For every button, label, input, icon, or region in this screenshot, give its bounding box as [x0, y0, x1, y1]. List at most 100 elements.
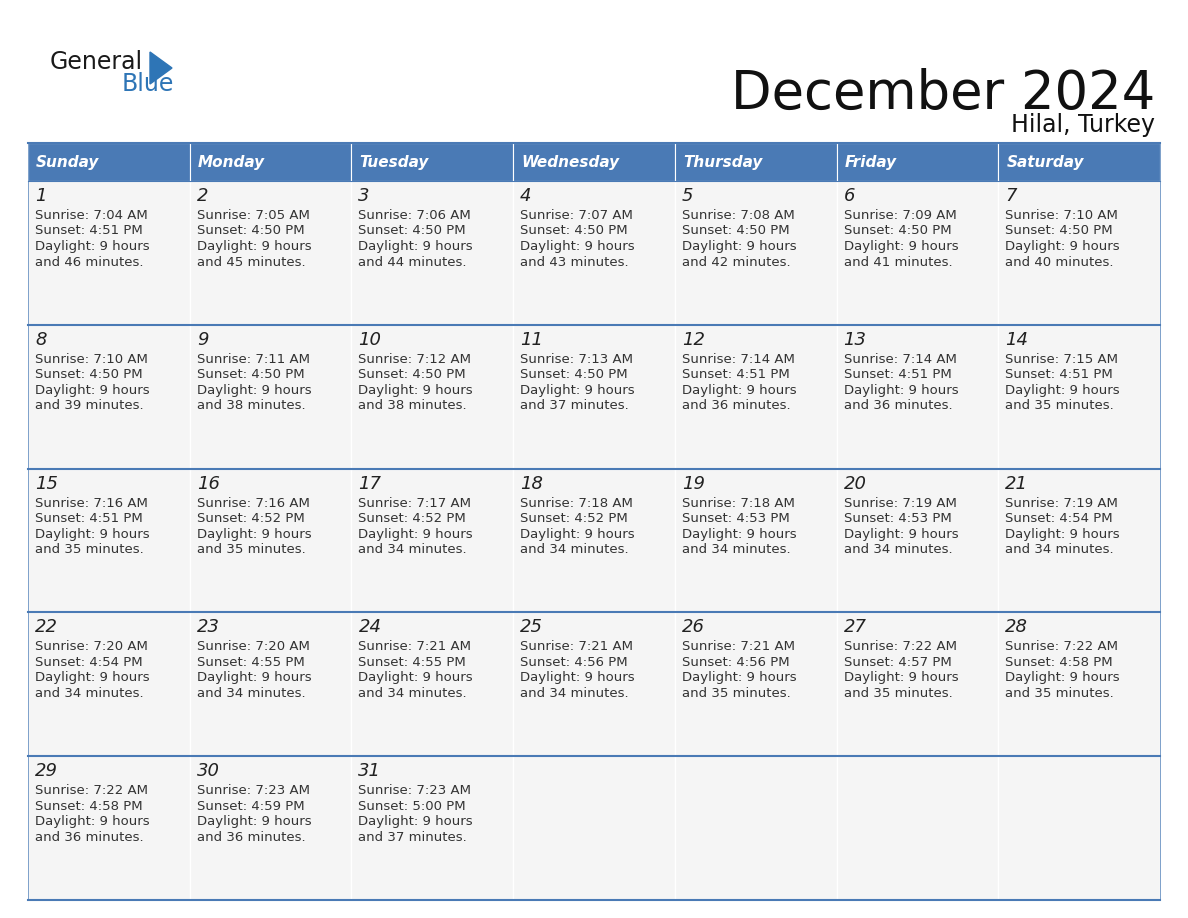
Text: Daylight: 9 hours: Daylight: 9 hours — [1005, 384, 1120, 397]
Text: Sunrise: 7:08 AM: Sunrise: 7:08 AM — [682, 209, 795, 222]
Bar — [998, 325, 1159, 468]
Bar — [190, 181, 352, 325]
Text: Sunrise: 7:14 AM: Sunrise: 7:14 AM — [843, 353, 956, 365]
Text: Daylight: 9 hours: Daylight: 9 hours — [682, 671, 796, 685]
Bar — [29, 181, 1159, 325]
Bar — [29, 468, 1159, 612]
Text: Daylight: 9 hours: Daylight: 9 hours — [682, 528, 796, 541]
Text: and 34 minutes.: and 34 minutes. — [843, 543, 953, 556]
Text: Sunset: 4:50 PM: Sunset: 4:50 PM — [520, 368, 627, 381]
Text: Sunset: 4:51 PM: Sunset: 4:51 PM — [1005, 368, 1113, 381]
Text: Sunrise: 7:07 AM: Sunrise: 7:07 AM — [520, 209, 633, 222]
Text: Daylight: 9 hours: Daylight: 9 hours — [843, 671, 959, 685]
Text: Thursday: Thursday — [683, 154, 763, 170]
Bar — [352, 468, 513, 612]
Bar — [836, 143, 998, 181]
Bar — [675, 325, 836, 468]
Text: Daylight: 9 hours: Daylight: 9 hours — [1005, 528, 1120, 541]
Text: Daylight: 9 hours: Daylight: 9 hours — [197, 240, 311, 253]
Text: Sunrise: 7:21 AM: Sunrise: 7:21 AM — [520, 641, 633, 654]
Text: Sunset: 4:50 PM: Sunset: 4:50 PM — [520, 225, 627, 238]
Text: 18: 18 — [520, 475, 543, 493]
Text: General: General — [50, 50, 143, 74]
Text: Daylight: 9 hours: Daylight: 9 hours — [1005, 671, 1120, 685]
Text: Sunrise: 7:23 AM: Sunrise: 7:23 AM — [359, 784, 472, 797]
Text: 9: 9 — [197, 330, 208, 349]
Text: Sunset: 4:53 PM: Sunset: 4:53 PM — [843, 512, 952, 525]
Text: Daylight: 9 hours: Daylight: 9 hours — [520, 240, 634, 253]
Bar — [513, 612, 675, 756]
Text: Sunrise: 7:16 AM: Sunrise: 7:16 AM — [197, 497, 310, 509]
Text: Sunset: 4:50 PM: Sunset: 4:50 PM — [197, 368, 304, 381]
Text: and 39 minutes.: and 39 minutes. — [34, 399, 144, 412]
Text: Hilal, Turkey: Hilal, Turkey — [1011, 113, 1155, 137]
Bar — [352, 181, 513, 325]
Text: Sunset: 4:51 PM: Sunset: 4:51 PM — [682, 368, 790, 381]
Text: Sunrise: 7:04 AM: Sunrise: 7:04 AM — [34, 209, 147, 222]
Text: Sunset: 4:50 PM: Sunset: 4:50 PM — [359, 225, 466, 238]
Text: Sunset: 4:52 PM: Sunset: 4:52 PM — [197, 512, 304, 525]
Text: Blue: Blue — [122, 72, 175, 96]
Text: Sunset: 4:55 PM: Sunset: 4:55 PM — [197, 655, 304, 669]
Text: 7: 7 — [1005, 187, 1017, 205]
Text: 22: 22 — [34, 619, 58, 636]
Bar — [352, 143, 513, 181]
Text: and 40 minutes.: and 40 minutes. — [1005, 255, 1114, 268]
Text: and 34 minutes.: and 34 minutes. — [34, 687, 144, 700]
Text: Sunrise: 7:15 AM: Sunrise: 7:15 AM — [1005, 353, 1118, 365]
Text: Sunset: 4:58 PM: Sunset: 4:58 PM — [1005, 655, 1113, 669]
Text: 30: 30 — [197, 762, 220, 780]
Text: Sunrise: 7:05 AM: Sunrise: 7:05 AM — [197, 209, 310, 222]
Text: 11: 11 — [520, 330, 543, 349]
Text: Sunrise: 7:22 AM: Sunrise: 7:22 AM — [1005, 641, 1118, 654]
Text: Sunrise: 7:10 AM: Sunrise: 7:10 AM — [1005, 209, 1118, 222]
Text: Daylight: 9 hours: Daylight: 9 hours — [34, 528, 150, 541]
Text: December 2024: December 2024 — [731, 68, 1155, 120]
Text: and 37 minutes.: and 37 minutes. — [359, 831, 467, 844]
Text: Daylight: 9 hours: Daylight: 9 hours — [843, 384, 959, 397]
Bar — [998, 143, 1159, 181]
Text: Daylight: 9 hours: Daylight: 9 hours — [1005, 240, 1120, 253]
Text: Sunset: 4:51 PM: Sunset: 4:51 PM — [34, 512, 143, 525]
Bar — [998, 468, 1159, 612]
Text: Sunset: 4:55 PM: Sunset: 4:55 PM — [359, 655, 466, 669]
Text: Sunrise: 7:17 AM: Sunrise: 7:17 AM — [359, 497, 472, 509]
Text: and 38 minutes.: and 38 minutes. — [197, 399, 305, 412]
Bar — [998, 612, 1159, 756]
Text: and 34 minutes.: and 34 minutes. — [682, 543, 790, 556]
Text: and 34 minutes.: and 34 minutes. — [197, 687, 305, 700]
Text: Friday: Friday — [845, 154, 897, 170]
Text: Sunset: 4:50 PM: Sunset: 4:50 PM — [1005, 225, 1113, 238]
Text: Sunset: 4:53 PM: Sunset: 4:53 PM — [682, 512, 790, 525]
Bar — [513, 181, 675, 325]
Text: and 34 minutes.: and 34 minutes. — [359, 543, 467, 556]
Text: and 34 minutes.: and 34 minutes. — [1005, 543, 1114, 556]
Text: Sunrise: 7:20 AM: Sunrise: 7:20 AM — [197, 641, 310, 654]
Text: 16: 16 — [197, 475, 220, 493]
Text: Daylight: 9 hours: Daylight: 9 hours — [34, 240, 150, 253]
Text: Daylight: 9 hours: Daylight: 9 hours — [197, 528, 311, 541]
Text: Daylight: 9 hours: Daylight: 9 hours — [34, 671, 150, 685]
Text: Monday: Monday — [197, 154, 265, 170]
Text: Saturday: Saturday — [1006, 154, 1083, 170]
Text: Daylight: 9 hours: Daylight: 9 hours — [359, 240, 473, 253]
Text: 19: 19 — [682, 475, 704, 493]
Bar — [29, 612, 190, 756]
Text: Sunset: 4:58 PM: Sunset: 4:58 PM — [34, 800, 143, 812]
Text: and 34 minutes.: and 34 minutes. — [359, 687, 467, 700]
Text: Sunrise: 7:13 AM: Sunrise: 7:13 AM — [520, 353, 633, 365]
Text: Daylight: 9 hours: Daylight: 9 hours — [843, 240, 959, 253]
Text: Sunset: 4:50 PM: Sunset: 4:50 PM — [682, 225, 790, 238]
Text: and 38 minutes.: and 38 minutes. — [359, 399, 467, 412]
Text: Daylight: 9 hours: Daylight: 9 hours — [682, 384, 796, 397]
Text: 26: 26 — [682, 619, 704, 636]
Text: 31: 31 — [359, 762, 381, 780]
Text: 8: 8 — [34, 330, 46, 349]
Text: Tuesday: Tuesday — [360, 154, 429, 170]
Text: 24: 24 — [359, 619, 381, 636]
Bar — [836, 612, 998, 756]
Text: Daylight: 9 hours: Daylight: 9 hours — [843, 528, 959, 541]
Bar — [29, 756, 190, 900]
Bar — [836, 181, 998, 325]
Text: and 45 minutes.: and 45 minutes. — [197, 255, 305, 268]
